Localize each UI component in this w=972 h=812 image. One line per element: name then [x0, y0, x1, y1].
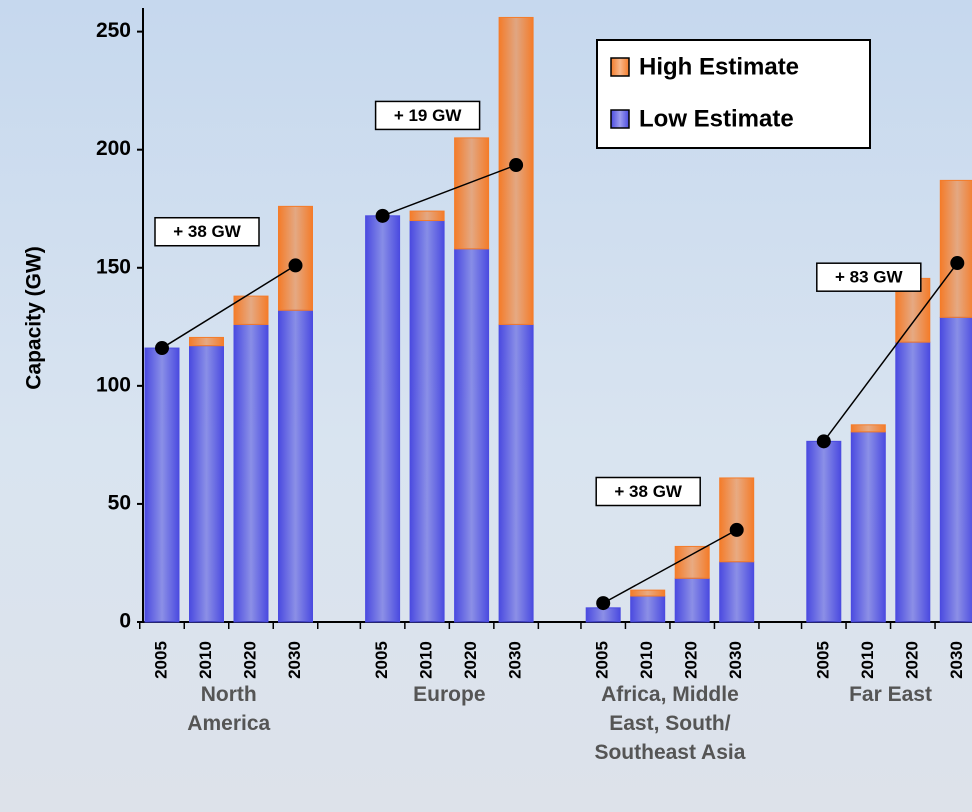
trend-point [155, 341, 169, 356]
bar-segment [939, 179, 972, 318]
y-tick-label: 0 [119, 610, 131, 633]
bar-segment [850, 424, 886, 433]
annotation-box [816, 262, 922, 292]
bar-segment [454, 137, 490, 250]
trend-line [823, 262, 958, 442]
y-axis-label: Capacity (GW) [23, 246, 46, 390]
y-tick-label: 150 [96, 255, 131, 278]
trend-point [375, 208, 390, 223]
annotation-box [154, 216, 260, 247]
x-tick-label: 2020 [902, 641, 921, 679]
y-tick-label: 50 [108, 491, 131, 514]
x-tick-label: 2010 [417, 641, 436, 679]
bar-segment [674, 545, 710, 579]
x-tick-label: 2005 [593, 641, 612, 679]
y-tick-label: 250 [96, 19, 131, 42]
bar-segment [144, 347, 180, 623]
trend-line [161, 264, 296, 349]
x-tick-label: 2020 [240, 641, 259, 679]
legend-swatch [610, 57, 630, 77]
bar-segment [278, 205, 313, 311]
x-tick-label: 2020 [682, 641, 701, 679]
y-tick-label: 200 [96, 137, 131, 160]
trend-line [382, 164, 517, 217]
trend-point [596, 596, 611, 611]
bar-segment [630, 595, 666, 623]
x-tick-label: 2005 [151, 641, 170, 679]
trend-line [602, 529, 738, 604]
bar-segment [498, 323, 534, 623]
trend-point [509, 158, 524, 173]
x-tick-label: 2030 [506, 641, 525, 679]
bar-segment [719, 477, 755, 563]
trend-point [816, 434, 831, 449]
legend-label: High Estimate [639, 53, 799, 80]
x-tick-label: 2005 [813, 641, 832, 679]
bar-segment [719, 561, 755, 623]
x-tick-label: 2020 [461, 641, 480, 679]
y-tick-label: 100 [96, 373, 131, 396]
group-label: Europe [413, 683, 486, 706]
bar-segment [189, 336, 224, 347]
bar-segment [233, 323, 269, 623]
group-label: North America [187, 683, 271, 735]
annotation-label: + 19 GW [394, 106, 463, 125]
bar-segment [365, 215, 401, 623]
trend-point [288, 258, 303, 273]
x-tick-label: 2030 [285, 641, 304, 679]
legend-swatch [610, 109, 630, 129]
bar-segment [409, 220, 445, 623]
bar-segment [189, 345, 224, 623]
annotation-box [374, 100, 481, 131]
bar-segment [278, 309, 313, 623]
group-label: Far East [849, 683, 932, 706]
annotation-label: + 38 GW [614, 482, 683, 501]
bar-segment [850, 431, 886, 623]
annotation-label: + 38 GW [173, 222, 242, 241]
x-tick-label: 2030 [947, 641, 966, 679]
bar-segment [895, 341, 931, 623]
bar-segment [409, 210, 445, 222]
bar-segment [939, 316, 972, 623]
x-tick-label: 2010 [196, 641, 215, 679]
x-tick-label: 2005 [372, 641, 391, 679]
x-tick-label: 2030 [726, 641, 745, 679]
bar-segment [630, 589, 666, 597]
annotation-label: + 83 GW [835, 268, 904, 287]
trend-point [729, 522, 744, 537]
trend-point [950, 256, 965, 271]
bar-segment [454, 248, 490, 623]
x-tick-label: 2010 [858, 641, 877, 679]
bar-segment [806, 440, 842, 623]
legend-label: Low Estimate [639, 105, 794, 132]
annotation-box [595, 476, 701, 507]
x-tick-label: 2010 [637, 641, 656, 679]
legend-box [596, 39, 871, 149]
bar-segment [674, 577, 710, 623]
group-label: Africa, Middle East, South/ Southeast As… [594, 683, 746, 764]
